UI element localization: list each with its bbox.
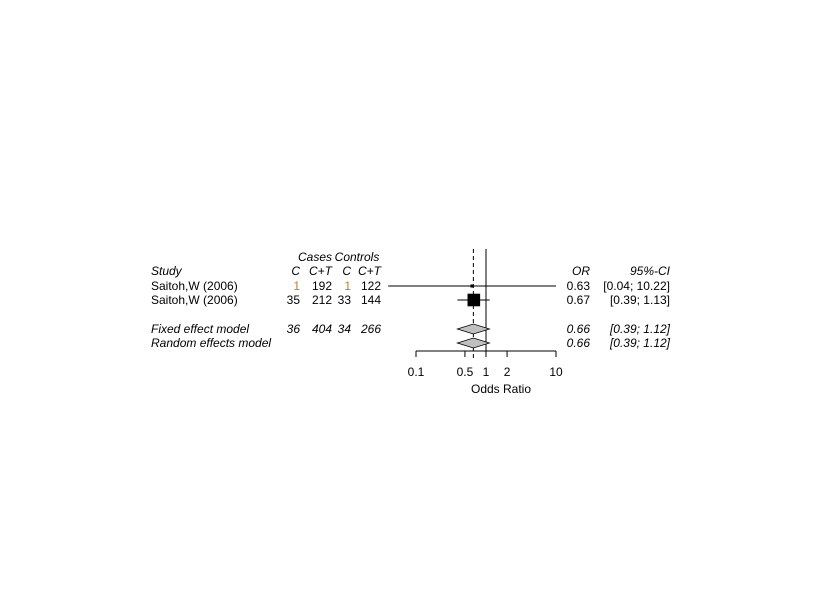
row-ci: [0.39; 1.12] <box>609 322 670 336</box>
x-tick-label: 1 <box>482 365 490 379</box>
row-or: 0.66 <box>566 336 590 350</box>
row-cases-ct: 212 <box>311 293 332 307</box>
row-cases-ct: 192 <box>311 279 332 293</box>
x-tick-label: 0.1 <box>407 365 425 379</box>
row-controls-c: 1 <box>344 279 351 293</box>
x-tick-label: 0.5 <box>456 365 474 379</box>
row-cases-c: 1 <box>293 279 300 293</box>
row-ci: [0.39; 1.13] <box>609 293 670 307</box>
row-name: Saitoh,W (2006) <box>151 293 238 307</box>
row-ci: [0.39; 1.12] <box>609 336 670 350</box>
summary-diamond <box>456 323 491 335</box>
group-header-controls: Controls <box>334 250 380 264</box>
row-or: 0.66 <box>566 322 590 336</box>
row-ci: [0.04; 10.22] <box>603 279 670 293</box>
study-square <box>470 284 474 288</box>
x-tick-label: 2 <box>503 365 511 379</box>
x-axis-label: Odds Ratio <box>470 382 532 396</box>
row-or: 0.63 <box>566 279 590 293</box>
summary-diamond <box>456 337 491 349</box>
row-name: Random effects model <box>151 336 272 350</box>
row-controls-ct: 144 <box>360 293 381 307</box>
row-cases-c: 36 <box>286 322 300 336</box>
column-header-study: Study <box>151 264 182 278</box>
column-header-controls-ct: C+T <box>357 264 381 278</box>
row-controls-c: 34 <box>337 322 351 336</box>
group-header-cases: Cases <box>297 250 332 264</box>
column-header-controls-c: C <box>342 264 351 278</box>
row-or: 0.67 <box>566 293 590 307</box>
row-controls-ct: 122 <box>360 279 381 293</box>
column-header-ci: 95%-CI <box>629 264 670 278</box>
column-header-or: OR <box>572 264 590 278</box>
study-square <box>467 293 481 307</box>
x-tick-label: 10 <box>549 365 563 379</box>
row-cases-c: 35 <box>286 293 300 307</box>
row-name: Fixed effect model <box>151 322 250 336</box>
column-header-cases-c: C <box>291 264 300 278</box>
row-name: Saitoh,W (2006) <box>151 279 238 293</box>
row-cases-ct: 404 <box>311 322 332 336</box>
column-header-cases-ct: C+T <box>308 264 332 278</box>
row-controls-ct: 266 <box>360 322 381 336</box>
row-controls-c: 33 <box>337 293 351 307</box>
